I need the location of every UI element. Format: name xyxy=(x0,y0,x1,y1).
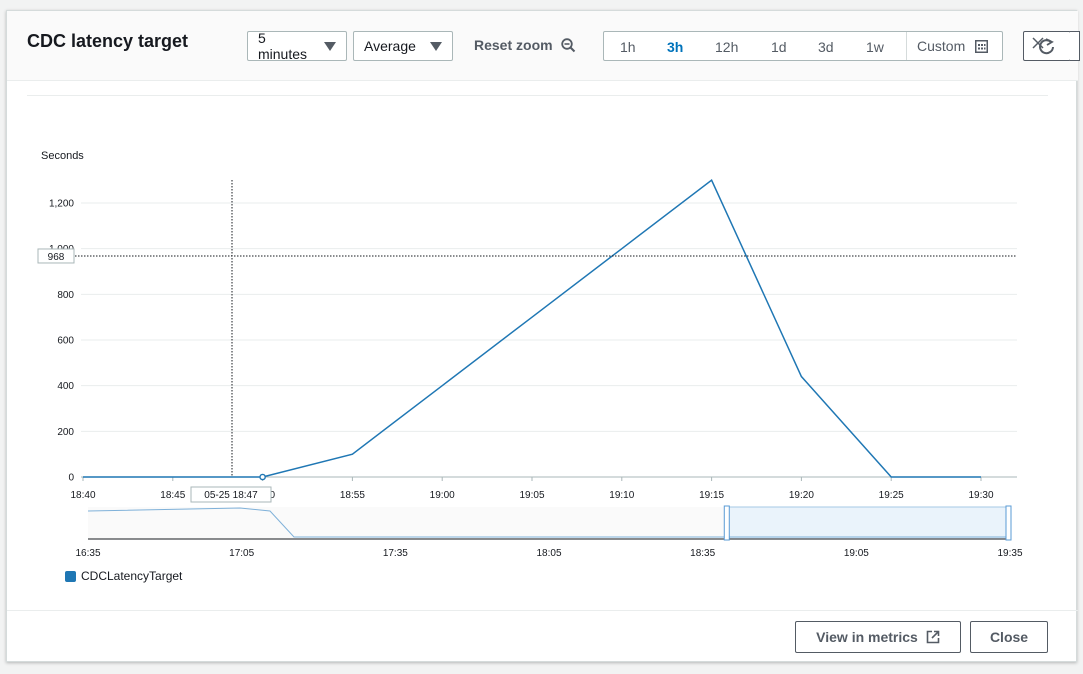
overview-tick-label: 17:35 xyxy=(383,548,408,559)
overview-tick-label: 18:05 xyxy=(536,548,561,559)
range-12h[interactable]: 12h xyxy=(715,39,739,55)
range-custom[interactable]: Custom xyxy=(906,32,989,60)
grid-lines xyxy=(81,202,1017,478)
period-dropdown[interactable]: 5 minutes xyxy=(247,30,347,62)
refresh-button[interactable] xyxy=(1023,31,1071,61)
overview-handle-left[interactable] xyxy=(723,505,730,541)
zoom-out-icon xyxy=(560,37,575,52)
range-3h[interactable]: 3h xyxy=(667,39,684,55)
time-range-selector: 1h 3h 12h 1d 3d 1w Custom xyxy=(603,31,1003,61)
y-tick-label: 200 xyxy=(57,427,74,438)
overview-tick-label: 16:35 xyxy=(75,548,100,559)
overview-tick-label: 17:05 xyxy=(229,548,254,559)
y-tick-label: 1,200 xyxy=(49,199,74,210)
modal-title: CDC latency target xyxy=(27,31,189,51)
overview-handle-right[interactable] xyxy=(1005,505,1012,541)
caret-down-icon xyxy=(430,41,442,51)
series-layer xyxy=(83,179,981,478)
refresh-options-button[interactable] xyxy=(1070,31,1080,61)
reset-zoom-button[interactable]: Reset zoom xyxy=(474,37,576,53)
footer-divider xyxy=(7,610,1078,611)
overview-tick-label: 18:35 xyxy=(690,548,715,559)
overview-line xyxy=(87,507,1010,538)
x-tick-label: 19:05 xyxy=(519,490,544,501)
x-tick-label: 19:20 xyxy=(789,490,814,501)
x-tick-label: 18:55 xyxy=(340,490,365,501)
x-tick-label: 19:25 xyxy=(879,490,904,501)
x-tick-label: 19:00 xyxy=(430,490,455,501)
modal-header: CDC latency target 5 minutes Average Res… xyxy=(7,11,1080,81)
hover-time-label: 05-25 18:47 xyxy=(204,490,258,501)
x-tick-label: 18:45 xyxy=(160,490,185,501)
view-in-metrics-button[interactable]: View in metrics xyxy=(795,621,961,653)
reset-zoom-label: Reset zoom xyxy=(474,37,553,53)
external-link-icon xyxy=(926,630,940,644)
x-tick-label: 19:15 xyxy=(699,490,724,501)
metric-modal: CDC latency target 5 minutes Average Res… xyxy=(6,10,1080,662)
x-tick-label: 19:30 xyxy=(968,490,993,501)
y-tick-label: 800 xyxy=(57,290,74,301)
refresh-icon xyxy=(1032,37,1054,55)
hover-time-box xyxy=(190,486,272,503)
range-1w[interactable]: 1w xyxy=(866,39,884,55)
y-tick-label: 400 xyxy=(57,381,74,392)
range-3d[interactable]: 3d xyxy=(818,39,834,55)
close-label: Close xyxy=(989,629,1029,645)
close-button[interactable]: Close xyxy=(970,621,1048,653)
hover-point xyxy=(259,473,266,481)
y-axis-label: Seconds xyxy=(41,150,84,162)
caret-down-icon xyxy=(324,41,336,51)
overview-tick-label: 19:35 xyxy=(997,548,1022,559)
hover-layer: 968 05-25 18:47 xyxy=(37,180,1017,503)
overview-selection[interactable] xyxy=(725,506,1011,540)
overview-chart[interactable]: 16:35 17:05 17:35 18:05 18:35 19:05 19:35 xyxy=(75,505,1023,559)
range-1h[interactable]: 1h xyxy=(620,39,636,55)
series-line xyxy=(83,179,981,478)
range-1d[interactable]: 1d xyxy=(771,39,787,55)
statistic-value: Average xyxy=(364,38,416,54)
y-tick-label: 600 xyxy=(57,336,74,347)
hover-value-label: 968 xyxy=(48,252,65,263)
y-tick-label: 0 xyxy=(68,473,74,484)
legend-item[interactable]: CDCLatencyTarget xyxy=(65,569,182,583)
x-tick-label: 19:10 xyxy=(609,490,634,501)
legend-label: CDCLatencyTarget xyxy=(81,569,183,583)
view-in-metrics-label: View in metrics xyxy=(816,629,918,645)
calendar-icon xyxy=(975,39,989,53)
legend-swatch xyxy=(65,570,76,582)
custom-label: Custom xyxy=(917,38,966,54)
hover-value-box xyxy=(37,248,75,264)
statistic-dropdown[interactable]: Average xyxy=(353,31,453,61)
chart-divider xyxy=(27,95,1048,96)
period-value: 5 minutes xyxy=(258,30,308,62)
overview-tick-label: 19:05 xyxy=(844,548,869,559)
x-tick-label: 18:40 xyxy=(70,490,95,501)
